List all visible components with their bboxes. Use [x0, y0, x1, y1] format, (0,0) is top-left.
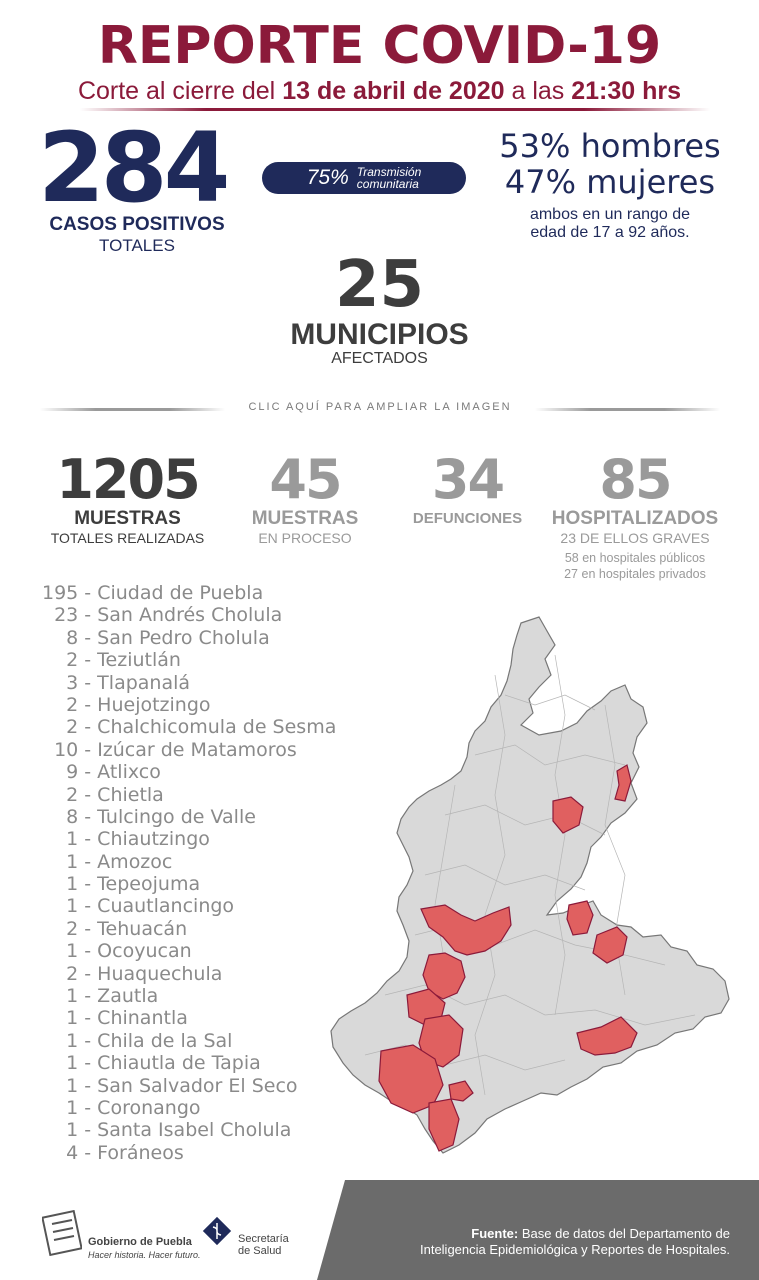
list-item: 1 - San Salvador El Seco [42, 1074, 298, 1097]
report-title: REPORTE COVID-19 [97, 16, 662, 76]
hospitalized-public: 58 en hospitales públicos [564, 551, 706, 565]
municipalities-label: MUNICIPIOS [290, 318, 469, 351]
gobierno-puebla-logo-icon [42, 1210, 82, 1256]
stat-pending: 45 MUESTRAS EN PROCESO [235, 448, 375, 547]
divider-left [40, 408, 225, 411]
municipality-list: 195 - Ciudad de Puebla 23 - San Andrés C… [42, 582, 336, 1164]
map-affected-municipalities [378, 764, 638, 1152]
gov-name: Gobierno de Puebla [88, 1236, 192, 1248]
pending-sublabel: EN PROCESO [258, 530, 352, 546]
women-percent: 47% mujeres [504, 163, 716, 201]
transmission-percent: 75% [306, 166, 349, 189]
deaths-number: 34 [431, 448, 505, 511]
list-item: 10 - Izúcar de Matamoros [42, 738, 297, 761]
title-rule [80, 108, 710, 111]
list-item: 9 - Atlixco [42, 761, 161, 784]
stat-hospitalized: 85 HOSPITALIZADOS 23 DE ELLOS GRAVES 58 … [550, 452, 720, 582]
map-area-izucar [418, 1014, 464, 1068]
list-item: 2 - Huaquechula [42, 962, 223, 985]
list-item: 195 - Ciudad de Puebla [42, 582, 264, 604]
puebla-map [330, 616, 730, 1154]
total-cases-sublabel: TOTALES [99, 236, 175, 255]
stat-samples: 1205 MUESTRAS TOTALES REALIZADAS [40, 448, 215, 547]
list-item: 23 - San Andrés Cholula [42, 604, 283, 627]
samples-number: 1205 [56, 448, 200, 511]
municipalities-sublabel: AFECTADOS [331, 350, 428, 367]
list-item: 1 - Zautla [42, 985, 159, 1008]
list-item: 3 - Tlapanalá [42, 671, 191, 694]
map-area-northwest [420, 904, 512, 956]
total-cases-number: 284 [38, 112, 230, 224]
age-range: ambos en un rango de edad de 17 a 92 años… [529, 206, 691, 241]
pending-label: MUESTRAS [251, 508, 359, 529]
list-item: 2 - Teziutlán [42, 649, 181, 672]
list-item: 4 - Foráneos [42, 1141, 184, 1164]
hospitalized-label: HOSPITALIZADOS [551, 508, 719, 529]
men-percent: 53% hombres [499, 127, 721, 165]
municipalities-count: 25 [334, 248, 425, 322]
transmission-label: Transmisión comunitaria [356, 165, 422, 191]
map-area-chalchicomula [566, 900, 594, 936]
samples-sublabel: TOTALES REALIZADAS [50, 530, 205, 546]
list-item: 1 - Tepeojuma [42, 873, 201, 896]
list-item: 1 - Cuautlancingo [42, 895, 235, 918]
list-item: 1 - Ocoyucan [42, 940, 192, 963]
divider-right [535, 408, 720, 411]
list-item: 8 - San Pedro Cholula [42, 626, 270, 649]
map-area-teziutlan [614, 764, 632, 802]
hospitalized-private: 27 en hospitales privados [564, 567, 706, 581]
deaths-label: DEFUNCIONES [412, 510, 523, 527]
list-item: 2 - Huejotzingo [42, 693, 211, 716]
enlarge-image-link[interactable]: CLIC AQUÍ PARA AMPLIAR LA IMAGEN [248, 401, 512, 413]
map-area-sansalvador [592, 926, 628, 964]
footer-bar [317, 1180, 759, 1280]
gov-slogan: Hacer historia. Hacer futuro. [88, 1250, 201, 1260]
list-item: 2 - Chalchicomula de Sesma [42, 716, 337, 739]
list-item: 1 - Chila de la Sal [42, 1029, 233, 1052]
list-item: 1 - Chiautla de Tapia [42, 1052, 261, 1075]
hospitalized-number: 85 [599, 448, 672, 511]
list-item: 1 - Santa Isabel Cholula [42, 1119, 292, 1142]
list-item: 1 - Amozoc [42, 850, 173, 873]
map-area-zautla [552, 796, 584, 834]
map-area-tulcingo [448, 1080, 474, 1102]
report-subtitle: Corte al cierre del 13 de abril de 2020 … [77, 77, 682, 105]
health-secretary-label: Secretaría de Salud [238, 1233, 289, 1257]
list-item: 1 - Coronango [42, 1096, 201, 1119]
hospitalized-severe: 23 DE ELLOS GRAVES [560, 530, 710, 546]
map-municipal-borders [364, 654, 696, 1096]
list-item: 1 - Chiautzingo [42, 828, 210, 851]
list-item: 1 - Chinantla [42, 1007, 188, 1030]
secretaria-salud-logo-icon [202, 1216, 232, 1246]
samples-label: MUESTRAS [74, 508, 181, 529]
map-area-puebla-center [422, 952, 466, 1000]
list-item: 2 - Tehuacán [42, 917, 188, 940]
source-note: Fuente: Base de datos del Departamento d… [419, 1226, 730, 1257]
stat-deaths: 34 DEFUNCIONES [400, 452, 535, 530]
transmission-badge: 75% Transmisión comunitaria [262, 162, 466, 194]
list-item: 2 - Chietla [42, 783, 164, 806]
total-cases-label: CASOS POSITIVOS [49, 214, 225, 235]
map-area-tehuacan [576, 1016, 638, 1056]
list-item: 8 - Tulcingo de Valle [42, 805, 256, 828]
pending-number: 45 [269, 448, 342, 511]
